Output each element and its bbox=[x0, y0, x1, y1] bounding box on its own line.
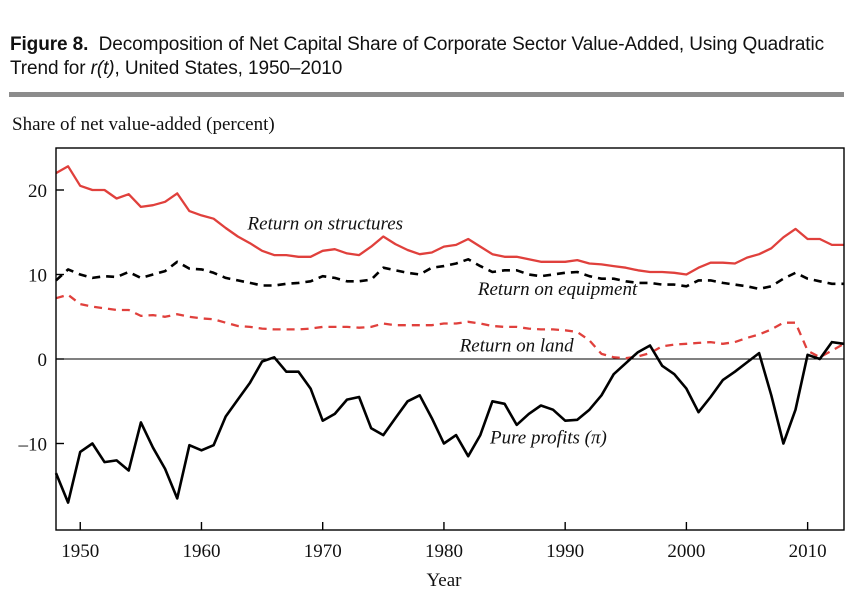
series-layer bbox=[54, 165, 845, 504]
x-tick-label: 2010 bbox=[789, 541, 827, 562]
series-annotation: Return on land bbox=[459, 335, 574, 356]
series-annotation: Return on equipment bbox=[477, 279, 638, 300]
series-line-1 bbox=[55, 165, 844, 276]
x-tick-label: 2000 bbox=[667, 541, 705, 562]
x-tick-label: 1950 bbox=[61, 541, 99, 562]
annotations-layer: Return on structures Return on equipment R… bbox=[247, 214, 638, 449]
figure-label: Figure 8. bbox=[10, 34, 89, 55]
series-line-2 bbox=[55, 257, 844, 291]
plot-frame bbox=[55, 147, 845, 531]
figure-title: Figure 8. Decomposition of Net Capital S… bbox=[10, 33, 850, 81]
x-tick-label: 1960 bbox=[182, 541, 220, 562]
figure-title-suffix: , United States, 1950–2010 bbox=[114, 58, 343, 79]
figure-title-text: Decomposition of Net Capital Share of Co… bbox=[10, 34, 825, 79]
x-axis-title: Year bbox=[426, 570, 462, 591]
series-line-3 bbox=[55, 293, 845, 360]
x-tick-label: 1970 bbox=[304, 541, 342, 562]
plot-frame-layer bbox=[55, 147, 845, 531]
x-tick-label: 1980 bbox=[425, 541, 463, 562]
figure-title-variable: r(t) bbox=[90, 58, 115, 79]
y-tick-label: 20 bbox=[28, 181, 47, 202]
title-divider bbox=[9, 92, 844, 97]
y-tick-label: 0 bbox=[38, 350, 48, 371]
x-tick-label: 1990 bbox=[546, 541, 584, 562]
series-line-4 bbox=[54, 340, 845, 504]
series-annotation: Return on structures bbox=[247, 214, 404, 235]
y-axis-title: Share of net value-added (percent) bbox=[12, 114, 275, 135]
y-tick-label: –10 bbox=[18, 435, 48, 456]
y-tick-label: 10 bbox=[28, 266, 47, 287]
series-annotation: Pure profits (π) bbox=[489, 428, 607, 449]
